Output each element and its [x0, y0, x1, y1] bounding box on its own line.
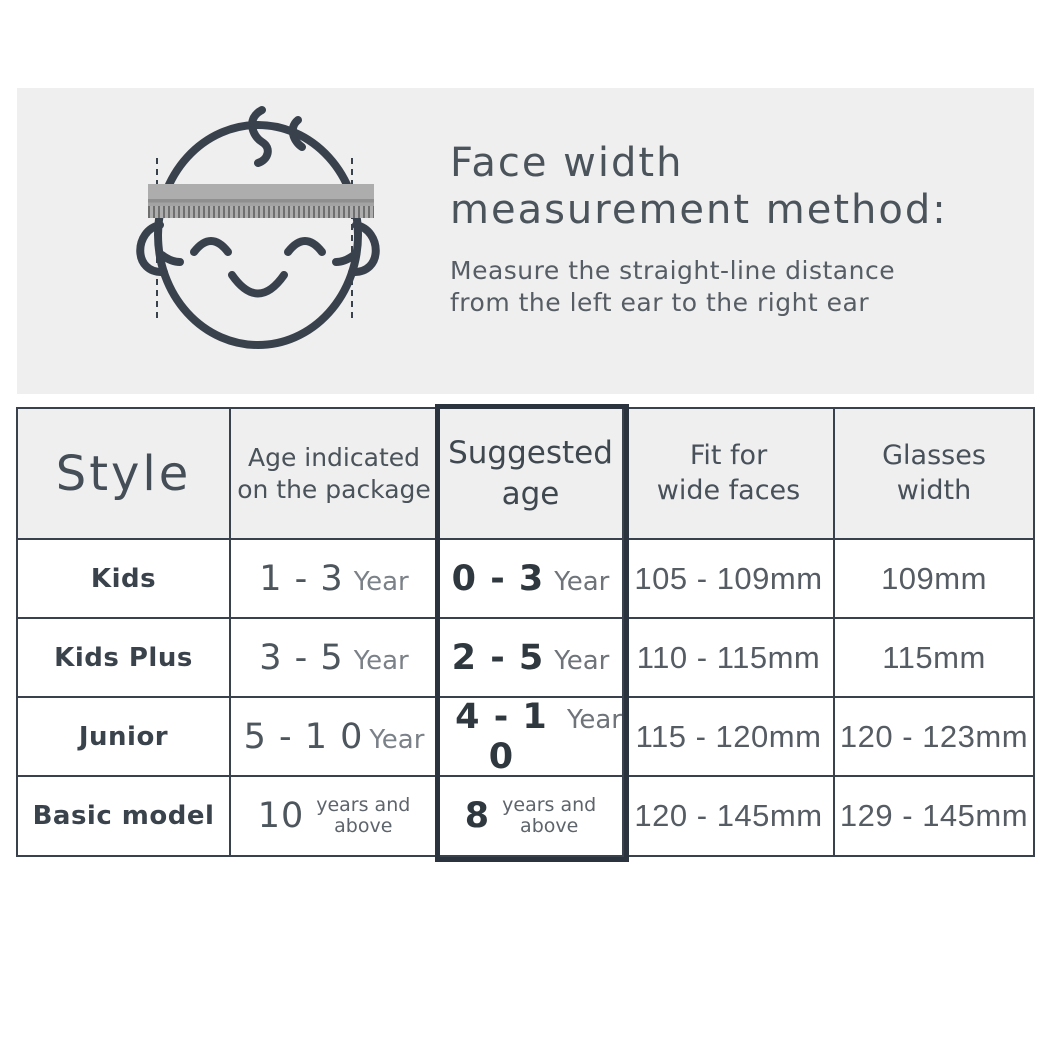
table-row-kids-suggested-age: 0 - 3 Year [439, 540, 624, 619]
panel-title-line2: measurement method: [450, 187, 948, 233]
table-row-junior-style: Junior [18, 698, 231, 777]
table-row-junior-glasses-width: 120 - 123mm [835, 698, 1033, 777]
left-ear [136, 221, 168, 276]
table-row-basic-model-fit: 120 - 145mm [624, 777, 835, 855]
right-eye [284, 237, 326, 256]
panel-subtitle: Measure the straight-line distance from … [450, 255, 1010, 319]
right-ear [348, 221, 380, 276]
baby-face-icon [136, 106, 380, 349]
panel-subtitle-line1: Measure the straight-line distance [450, 256, 896, 285]
head-outline [154, 121, 362, 349]
hair-curl [248, 106, 272, 167]
column-header-age-package: Age indicated on the package [231, 409, 439, 540]
table-row-basic-model-style: Basic model [18, 777, 231, 855]
smile [228, 271, 288, 298]
column-header-style: Style [18, 409, 231, 540]
panel-title: Face width measurement method: [450, 140, 1010, 234]
table-row-kids-glasses-width: 109mm [835, 540, 1033, 619]
hair-curl-small [288, 116, 306, 151]
measuring-tape-icon [148, 184, 374, 218]
panel-title-line1: Face width [450, 140, 684, 186]
size-table: Style Age indicated on the package Sugge… [16, 407, 1035, 857]
left-eye [190, 237, 232, 256]
column-header-glasses-width: Glasses width [835, 409, 1033, 540]
table-row-junior-suggested-age: 4 - 1 0 Year [439, 698, 624, 777]
panel-text: Face width measurement method: Measure t… [450, 140, 1010, 319]
table-row-kids-plus-glasses-width: 115mm [835, 619, 1033, 698]
table-row-basic-model-age-package: 10 years and above [231, 777, 439, 855]
table-row-junior-age-package: 5 - 1 0 Year [231, 698, 439, 777]
column-header-fit-wide-faces: Fit for wide faces [624, 409, 835, 540]
table-row-kids-style: Kids [18, 540, 231, 619]
table-row-kids-fit: 105 - 109mm [624, 540, 835, 619]
table-row-kids-plus-suggested-age: 2 - 5 Year [439, 619, 624, 698]
table-row-kids-plus-style: Kids Plus [18, 619, 231, 698]
table-row-kids-plus-fit: 110 - 115mm [624, 619, 835, 698]
table-row-junior-fit: 115 - 120mm [624, 698, 835, 777]
table-row-kids-age-package: 1 - 3 Year [231, 540, 439, 619]
panel-subtitle-line2: from the left ear to the right ear [450, 288, 870, 317]
column-header-suggested-age: Suggested age [439, 409, 624, 540]
table-row-kids-plus-age-package: 3 - 5 Year [231, 619, 439, 698]
measurement-panel: Face width measurement method: Measure t… [17, 88, 1034, 394]
table-row-basic-model-suggested-age: 8 years and above [439, 777, 624, 855]
table-row-basic-model-glasses-width: 129 - 145mm [835, 777, 1033, 855]
